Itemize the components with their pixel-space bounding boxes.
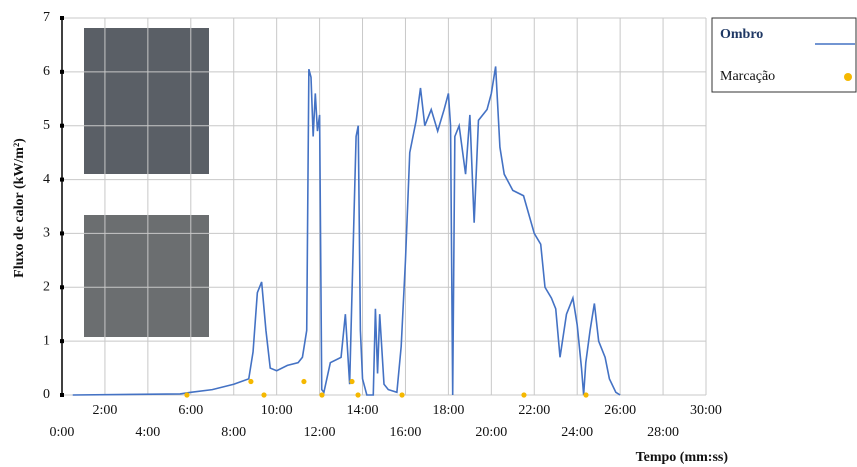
x-tick-label: 6:00 [178, 403, 203, 418]
data-point [349, 379, 354, 384]
y-tick-label: 1 [43, 333, 50, 348]
x-tick-label: 26:00 [604, 403, 636, 418]
data-point [355, 392, 360, 397]
y-tick-label: 5 [43, 118, 50, 133]
x-tick-label: 8:00 [221, 425, 246, 440]
data-point [399, 392, 404, 397]
legend-label: Ombro [720, 27, 763, 42]
x-tick-label: 4:00 [135, 425, 160, 440]
x-tick-label: 20:00 [475, 425, 507, 440]
x-axis-label: Tempo (mm:ss) [636, 450, 729, 465]
data-point [583, 392, 588, 397]
x-tick-label: 28:00 [647, 425, 679, 440]
x-tick-label: 12:00 [304, 425, 336, 440]
x-tick-label: 0:00 [50, 425, 75, 440]
data-point [261, 392, 266, 397]
y-tick-label: 4 [43, 172, 50, 187]
x-tick-label: 10:00 [261, 403, 293, 418]
data-point [301, 379, 306, 384]
x-tick-label: 14:00 [347, 403, 379, 418]
y-tick-label: 7 [43, 10, 50, 25]
legend-swatch [844, 73, 852, 81]
chart: Fluxo de calor (kW/m²) Tempo (mm:ss) 012… [0, 0, 857, 467]
data-point [248, 379, 253, 384]
data-point [319, 392, 324, 397]
x-tick-label: 2:00 [92, 403, 117, 418]
x-tick-label: 24:00 [561, 425, 593, 440]
data-point [184, 392, 189, 397]
photo [84, 28, 209, 174]
legend-label: Marcação [720, 69, 775, 84]
x-tick-label: 18:00 [432, 403, 464, 418]
y-tick-label: 3 [43, 226, 50, 241]
y-tick-label: 6 [43, 64, 50, 79]
x-tick-label: 30:00 [690, 403, 722, 418]
y-tick-label: 0 [43, 387, 50, 402]
x-tick-label: 16:00 [390, 425, 422, 440]
y-tick-label: 2 [43, 280, 50, 295]
x-tick-label: 22:00 [518, 403, 550, 418]
y-axis-label: Fluxo de calor (kW/m²) [12, 138, 27, 278]
data-point [521, 392, 526, 397]
